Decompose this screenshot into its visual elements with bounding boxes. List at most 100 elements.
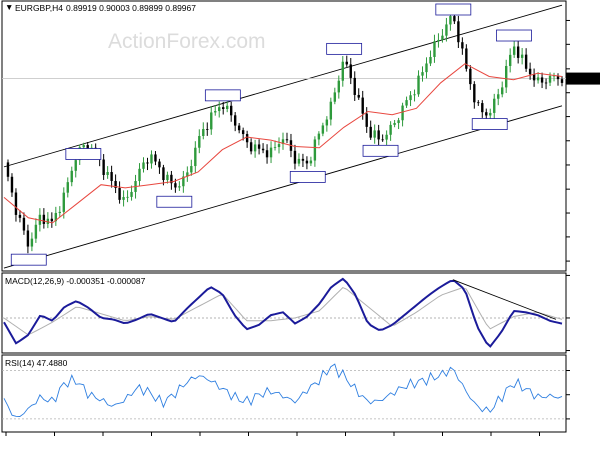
candle-body bbox=[413, 94, 416, 96]
candle-body bbox=[269, 147, 273, 158]
candle-body bbox=[501, 87, 504, 95]
candle-body bbox=[457, 21, 460, 43]
candle-body bbox=[385, 134, 388, 140]
candle-body bbox=[449, 16, 452, 25]
candle-body bbox=[26, 230, 30, 247]
candle-body bbox=[560, 79, 564, 83]
candle-body bbox=[516, 46, 520, 58]
candle-body bbox=[30, 238, 34, 247]
candle-body bbox=[512, 46, 516, 55]
candle-body bbox=[74, 160, 77, 171]
candle-body bbox=[544, 82, 548, 84]
candle-body bbox=[178, 186, 181, 188]
candle-body bbox=[186, 172, 189, 177]
candle-body bbox=[393, 123, 396, 125]
candle-body bbox=[166, 174, 169, 181]
candle-body bbox=[321, 125, 325, 134]
candle-body bbox=[138, 168, 141, 182]
candle-body bbox=[257, 144, 261, 149]
candle-body bbox=[70, 170, 73, 183]
candle-body bbox=[126, 196, 129, 198]
candle-body bbox=[389, 124, 392, 135]
candle-body bbox=[229, 105, 233, 116]
candle-body bbox=[425, 63, 428, 73]
candle-body bbox=[532, 74, 536, 81]
candle-body bbox=[536, 77, 540, 81]
candle-body bbox=[481, 103, 484, 113]
candle-body bbox=[421, 72, 424, 76]
rsi-plot bbox=[2, 363, 570, 420]
swing-label-box bbox=[362, 144, 399, 157]
candle-body bbox=[493, 98, 496, 113]
candle-body bbox=[405, 100, 408, 106]
candle-body bbox=[329, 101, 333, 120]
candle-body bbox=[285, 139, 289, 141]
candle-body bbox=[18, 214, 22, 218]
candle-body bbox=[505, 65, 508, 88]
candle-body bbox=[309, 160, 313, 164]
candle-body bbox=[198, 135, 201, 148]
rsi-line bbox=[3, 363, 563, 417]
candle-body bbox=[337, 80, 340, 93]
candle-body bbox=[301, 158, 305, 161]
candle-body bbox=[58, 211, 61, 213]
symbol-label: EURGBP,H4 bbox=[15, 3, 63, 13]
candle-body bbox=[237, 125, 241, 131]
candle-body bbox=[245, 134, 249, 143]
candle-body bbox=[273, 147, 277, 148]
candle-body bbox=[86, 145, 89, 149]
candle-body bbox=[249, 142, 253, 152]
candle-body bbox=[524, 54, 528, 69]
candle-body bbox=[150, 154, 153, 164]
macd-signal-line bbox=[3, 287, 563, 336]
candle-body bbox=[214, 111, 217, 113]
price-axis bbox=[566, 19, 600, 262]
candle-body bbox=[162, 167, 165, 181]
ohlc-readout: 0.89919 0.90003 0.89899 0.89967 bbox=[66, 3, 196, 13]
swing-label-box bbox=[471, 118, 508, 130]
candle-body bbox=[365, 113, 368, 127]
candle-body bbox=[381, 139, 384, 141]
candle-body bbox=[548, 75, 552, 83]
candle-body bbox=[361, 97, 364, 114]
price-pane-frame bbox=[1, 0, 567, 272]
candle-body bbox=[142, 162, 145, 169]
candle-body bbox=[465, 48, 468, 69]
dropdown-triangle-icon[interactable]: ▼ bbox=[5, 2, 13, 12]
candle-body bbox=[130, 191, 133, 197]
time-axis bbox=[5, 432, 540, 436]
macd-trend-line bbox=[452, 279, 557, 320]
macd-plot bbox=[2, 274, 570, 352]
swing-label-box bbox=[156, 195, 193, 208]
candle-body bbox=[297, 158, 301, 164]
candle-body bbox=[158, 161, 161, 168]
swing-label-box bbox=[65, 148, 102, 160]
candle-body bbox=[508, 54, 512, 66]
candle-body bbox=[441, 35, 444, 40]
candle-body bbox=[253, 144, 257, 152]
candle-body bbox=[22, 217, 26, 231]
macd-line bbox=[3, 277, 563, 348]
candle-body bbox=[6, 162, 10, 177]
price-plot bbox=[2, 3, 566, 269]
candle-body bbox=[50, 218, 54, 222]
candle-body bbox=[397, 120, 400, 124]
candle-body bbox=[281, 139, 285, 145]
rsi-title: RSI(14) 47.4880 bbox=[5, 358, 68, 368]
candle-body bbox=[154, 154, 157, 162]
candle-body bbox=[377, 130, 380, 140]
candle-body bbox=[66, 182, 69, 193]
swing-label-box bbox=[10, 253, 47, 266]
candle-body bbox=[146, 162, 149, 164]
candle-body bbox=[118, 188, 121, 200]
candle-body bbox=[401, 105, 404, 121]
candle-body bbox=[305, 160, 309, 164]
macd-title: MACD(12,26,9) -0.000351 -0.000087 bbox=[5, 276, 146, 286]
candle-body bbox=[62, 192, 65, 212]
candle-body bbox=[540, 77, 544, 83]
candle-body bbox=[170, 174, 173, 184]
swing-label-box bbox=[289, 171, 326, 183]
candle-body bbox=[106, 172, 109, 175]
candle-body bbox=[54, 212, 58, 222]
candle-body bbox=[206, 129, 209, 130]
